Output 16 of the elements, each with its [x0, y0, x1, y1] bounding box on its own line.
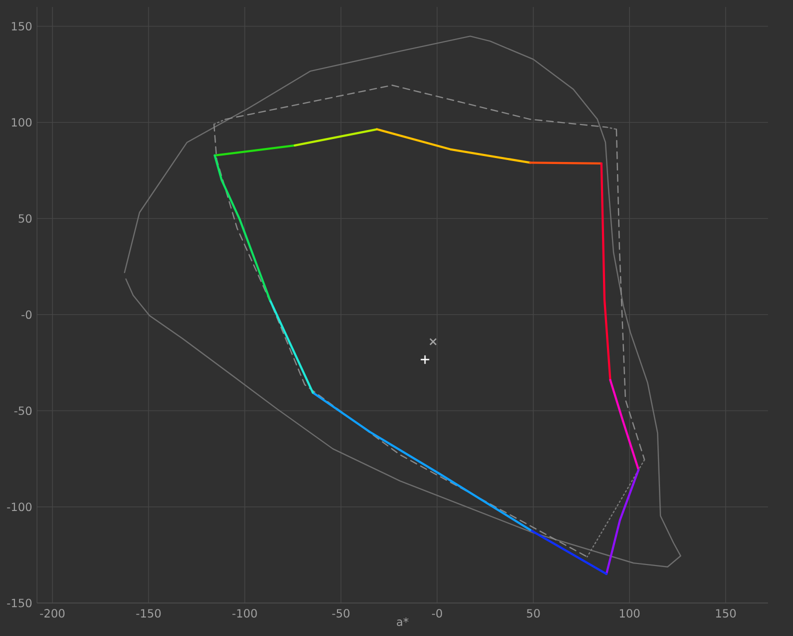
- x-tick-label: -0: [432, 609, 442, 618]
- x-axis-title: a*: [396, 617, 408, 626]
- x-tick-label: -150: [136, 609, 161, 618]
- y-tick-label: -0: [22, 310, 32, 319]
- y-tick-label: 50: [18, 214, 32, 223]
- x-tick-label: -200: [40, 609, 64, 618]
- y-tick-label: -100: [7, 502, 32, 512]
- x-tick-label: -50: [332, 609, 350, 618]
- x-tick-label: -100: [232, 609, 257, 618]
- x-tick-label: 150: [716, 609, 736, 618]
- y-tick-label: -50: [14, 406, 32, 416]
- y-tick-label: -150: [7, 598, 32, 608]
- y-tick-label: 100: [12, 118, 32, 127]
- x-tick-label: 100: [620, 609, 640, 618]
- x-tick-label: 50: [526, 609, 540, 618]
- y-tick-label: 150: [12, 22, 32, 31]
